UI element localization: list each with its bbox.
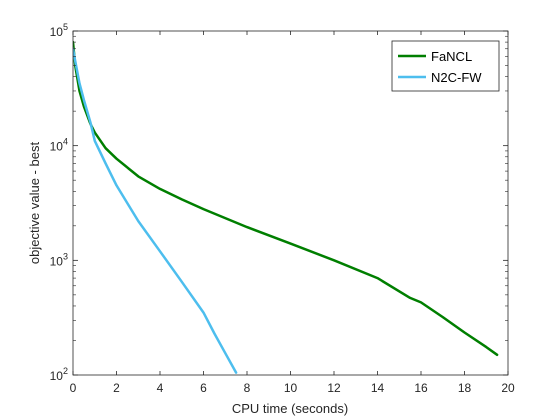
y-tick-label: 102 <box>50 366 68 383</box>
x-tick-label: 2 <box>113 381 120 395</box>
legend[interactable]: FaNCL N2C-FW <box>391 40 500 92</box>
x-tick-label: 16 <box>414 381 428 395</box>
series-line-n2c-fw <box>73 47 238 374</box>
y-axis-label: objective value - best <box>27 142 42 265</box>
x-tick-label: 20 <box>501 381 515 395</box>
ticks-layer: 0 2 4 6 8 10 12 14 16 18 20 102 103 104 105 <box>50 22 515 395</box>
x-tick-label: 18 <box>458 381 472 395</box>
legend-label-fancl: FaNCL <box>431 49 472 64</box>
x-tick-label: 12 <box>327 381 341 395</box>
x-axis-label: CPU time (seconds) <box>232 401 348 416</box>
series-layer <box>73 40 499 374</box>
x-tick-label: 10 <box>284 381 298 395</box>
y-tick-label: 103 <box>50 251 68 268</box>
legend-label-n2c-fw: N2C-FW <box>431 70 482 85</box>
legend-box <box>391 40 500 92</box>
x-tick-label: 14 <box>371 381 385 395</box>
x-tick-label: 6 <box>200 381 207 395</box>
y-tick-label: 104 <box>50 137 68 154</box>
x-tick-label: 4 <box>157 381 164 395</box>
x-tick-label: 8 <box>244 381 251 395</box>
y-tick-label: 105 <box>50 22 68 39</box>
x-tick-label: 0 <box>70 381 77 395</box>
